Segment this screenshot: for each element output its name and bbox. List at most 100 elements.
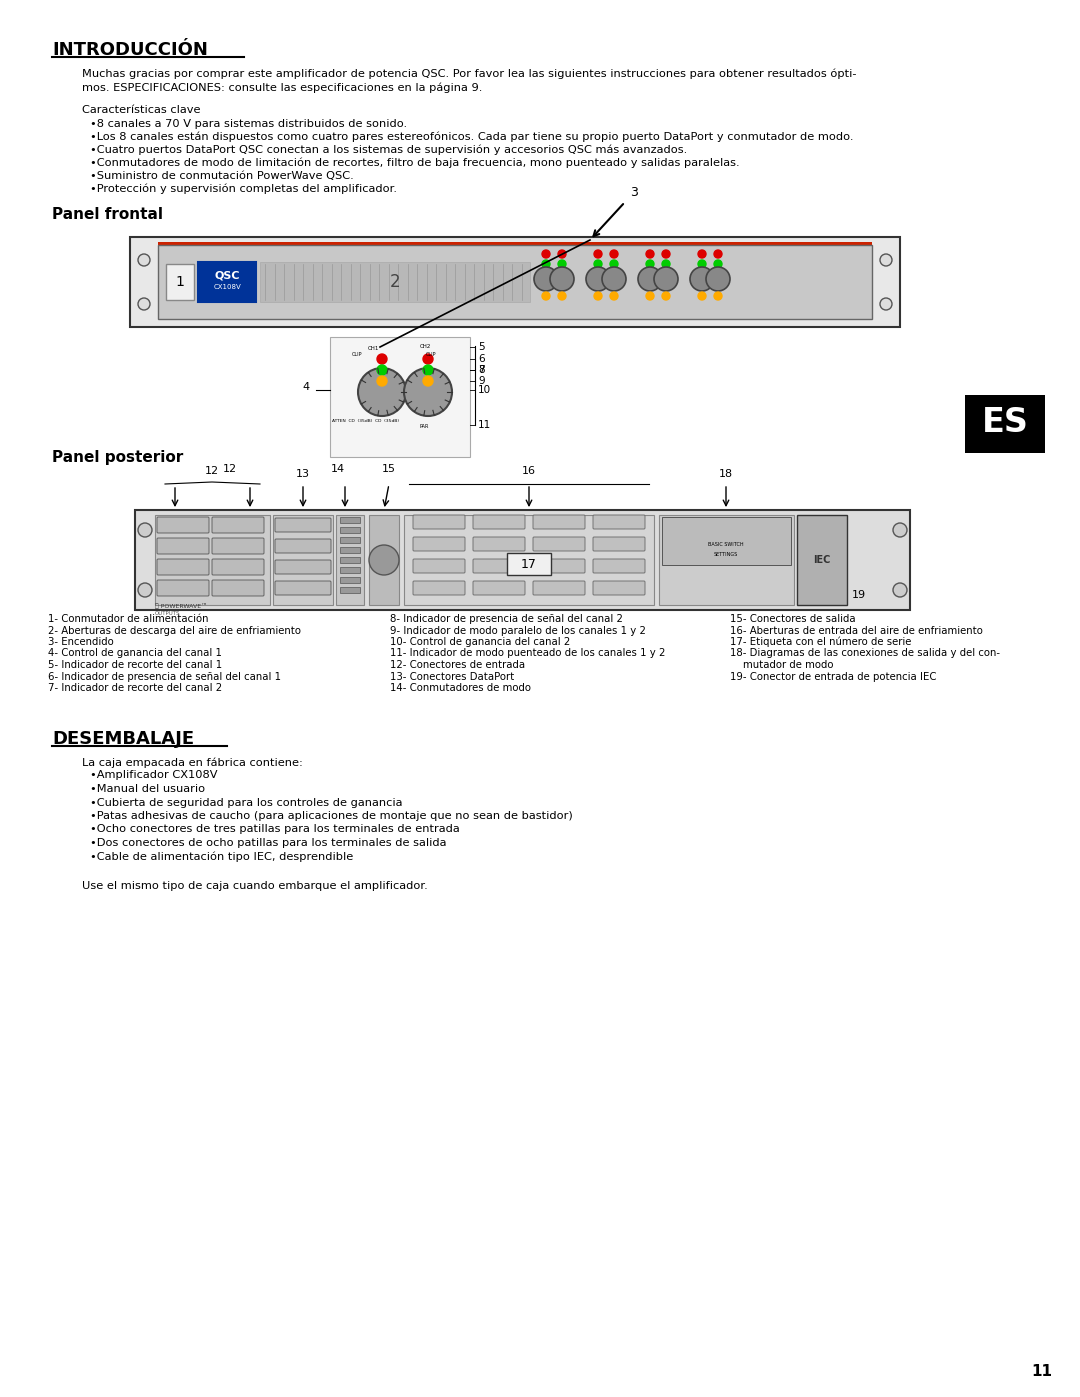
FancyBboxPatch shape [534,515,585,529]
Text: 2: 2 [390,272,401,291]
Circle shape [714,250,723,258]
Circle shape [594,292,602,300]
Bar [659,515,794,605]
Text: 8: 8 [478,365,485,374]
Circle shape [594,250,602,258]
FancyBboxPatch shape [212,559,264,576]
Text: IEC: IEC [813,555,831,564]
Circle shape [542,292,550,300]
Text: 13- Conectores DataPort: 13- Conectores DataPort [390,672,514,682]
Text: •Cable de alimentación tipo IEC, desprendible: •Cable de alimentación tipo IEC, despren… [90,851,353,862]
Circle shape [377,365,387,374]
Circle shape [377,376,387,386]
Text: 6- Indicador de presencia de señal del canal 1: 6- Indicador de presencia de señal del c… [48,672,281,682]
Circle shape [558,260,566,268]
FancyBboxPatch shape [473,581,525,595]
Text: CH1: CH1 [368,346,379,351]
Text: •8 canales a 70 V para sistemas distribuidos de sonido.: •8 canales a 70 V para sistemas distribu… [90,119,407,129]
FancyBboxPatch shape [157,517,210,534]
Text: Muchas gracias por comprar este amplificador de potencia QSC. Por favor lea las : Muchas gracias por comprar este amplific… [82,68,856,80]
Bar [336,515,364,605]
Text: 12: 12 [205,467,219,476]
FancyBboxPatch shape [593,536,645,550]
Text: 9: 9 [478,376,485,386]
Text: BASIC SWITCH: BASIC SWITCH [708,542,744,548]
Circle shape [610,292,618,300]
Text: 1- Conmutador de alimentación: 1- Conmutador de alimentación [48,615,208,624]
FancyBboxPatch shape [212,538,264,555]
Text: 2- Aberturas de descarga del aire de enfriamiento: 2- Aberturas de descarga del aire de enf… [48,626,301,636]
Text: 9- Indicador de modo paralelo de los canales 1 y 2: 9- Indicador de modo paralelo de los can… [390,626,646,636]
Bar [156,515,270,605]
Text: 7- Indicador de recorte del canal 2: 7- Indicador de recorte del canal 2 [48,683,222,693]
Circle shape [893,583,907,597]
Text: Use el mismo tipo de caja cuando embarque el amplificador.: Use el mismo tipo de caja cuando embarqu… [82,882,428,891]
Bar [158,242,872,247]
Bar [340,517,360,522]
Text: mutador de modo: mutador de modo [730,659,834,671]
Text: Panel posterior: Panel posterior [52,450,184,465]
Circle shape [706,267,730,291]
FancyBboxPatch shape [473,536,525,550]
Bar [260,263,530,302]
Text: •Los 8 canales están dispuestos como cuatro pares estereofónicos. Cada par tiene: •Los 8 canales están dispuestos como cua… [90,131,853,142]
Text: Ⓟ POWERWAVE™: Ⓟ POWERWAVE™ [156,604,207,609]
FancyBboxPatch shape [157,580,210,597]
Text: 5: 5 [478,342,485,352]
Bar [340,536,360,543]
Text: 12: 12 [222,464,238,474]
Circle shape [423,365,433,374]
Circle shape [610,260,618,268]
Text: mos. ESPECIFICACIONES: consulte las especificaciones en la página 9.: mos. ESPECIFICACIONES: consulte las espe… [82,82,483,94]
Text: 16: 16 [522,467,536,476]
Text: •Dos conectores de ocho patillas para los terminales de salida: •Dos conectores de ocho patillas para lo… [90,838,446,848]
Bar [330,337,470,457]
Circle shape [357,367,406,416]
Bar [340,548,360,553]
Text: •Suministro de conmutación PowerWave QSC.: •Suministro de conmutación PowerWave QSC… [90,170,354,182]
Text: 12- Conectores de entrada: 12- Conectores de entrada [390,659,525,671]
Text: ES: ES [982,407,1028,440]
Bar [369,515,399,605]
Text: CLIP: CLIP [426,352,436,358]
Bar [340,557,360,563]
Bar [797,515,847,605]
Circle shape [558,250,566,258]
Text: 18: 18 [719,469,733,479]
Circle shape [610,250,618,258]
Text: 10: 10 [478,386,491,395]
Circle shape [377,353,387,365]
Text: 14: 14 [330,464,346,474]
Circle shape [594,260,602,268]
FancyBboxPatch shape [413,515,465,529]
Bar [507,553,551,576]
FancyBboxPatch shape [534,536,585,550]
Circle shape [602,267,626,291]
FancyBboxPatch shape [275,539,330,553]
Text: 7: 7 [478,365,485,374]
Text: •Patas adhesivas de caucho (para aplicaciones de montaje que no sean de bastidor: •Patas adhesivas de caucho (para aplicac… [90,812,572,821]
Text: 15- Conectores de salida: 15- Conectores de salida [730,615,855,624]
Text: INTRODUCCIÓN: INTRODUCCIÓN [52,41,207,59]
Text: 11- Indicador de modo puenteado de los canales 1 y 2: 11- Indicador de modo puenteado de los c… [390,648,665,658]
Text: 18- Diagramas de las conexiones de salida y del con-: 18- Diagramas de las conexiones de salid… [730,648,1000,658]
Text: CLIP: CLIP [352,352,363,358]
FancyBboxPatch shape [157,559,210,576]
Text: 8- Indicador de presencia de señal del canal 2: 8- Indicador de presencia de señal del c… [390,615,623,624]
Text: 16- Aberturas de entrada del aire de enfriamiento: 16- Aberturas de entrada del aire de enf… [730,626,983,636]
Circle shape [423,353,433,365]
Text: •Protección y supervisión completas del amplificador.: •Protección y supervisión completas del … [90,183,397,194]
Text: La caja empacada en fábrica contiene:: La caja empacada en fábrica contiene: [82,757,302,767]
FancyBboxPatch shape [593,515,645,529]
Circle shape [138,254,150,265]
FancyBboxPatch shape [413,581,465,595]
Text: 19: 19 [852,590,866,599]
Text: Características clave: Características clave [82,105,201,115]
FancyBboxPatch shape [534,581,585,595]
Circle shape [654,267,678,291]
Circle shape [698,292,706,300]
Text: 13: 13 [296,469,310,479]
FancyBboxPatch shape [473,559,525,573]
Bar [130,237,900,327]
Text: Panel frontal: Panel frontal [52,207,163,222]
